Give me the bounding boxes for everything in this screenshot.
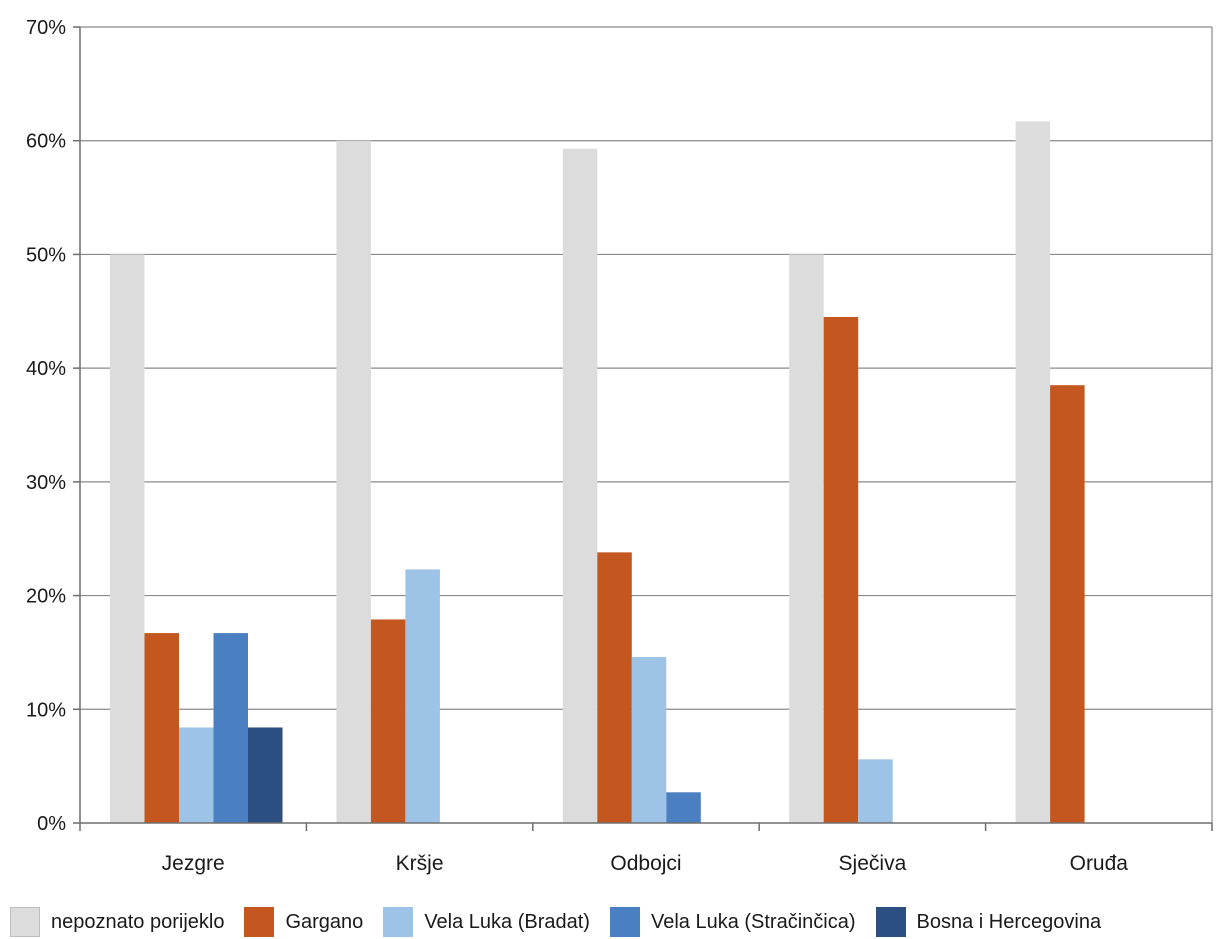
bar-jezgre-series-1 xyxy=(144,633,179,823)
bar-sječiva-series-1 xyxy=(823,316,859,823)
legend-item: Gargano xyxy=(244,907,363,937)
y-tick-label: 0% xyxy=(37,813,66,835)
y-tick-label: 40% xyxy=(26,358,66,380)
legend-label: nepoznato porijeklo xyxy=(51,910,225,933)
bar-odbojci-series-0 xyxy=(562,148,598,823)
legend-item: Bosna i Hercegovina xyxy=(875,907,1102,937)
x-category-label: Jezgre xyxy=(162,852,225,875)
bar-chart: 0% 10% 20% 30% 40% 50% 60% 70% Jezgre Kršje Odboj… xyxy=(26,17,1213,875)
legend-item: Vela Luka (Stračinčica) xyxy=(609,907,856,937)
bars xyxy=(110,121,1085,823)
bar-odbojci-series-3 xyxy=(666,792,701,823)
bar-jezgre-series-0 xyxy=(110,254,145,823)
bar-sječiva-series-0 xyxy=(789,254,824,823)
bar-odbojci-series-2 xyxy=(631,656,667,823)
legend-item: Vela Luka (Bradat) xyxy=(383,907,590,937)
bar-jezgre-series-4 xyxy=(248,727,283,823)
y-tick-label: 70% xyxy=(26,17,66,39)
x-category-label: Odbojci xyxy=(610,852,681,875)
x-category-label: Sječiva xyxy=(839,852,907,875)
x-category-label: Oruđa xyxy=(1070,852,1129,875)
y-tick-label: 10% xyxy=(26,699,66,721)
legend-label: Gargano xyxy=(285,910,364,933)
legend-swatch xyxy=(875,907,906,937)
x-axis-categories: Jezgre Kršje Odbojci Sječiva Oruđa xyxy=(162,852,1129,875)
legend-label: Vela Luka (Bradat) xyxy=(424,910,590,933)
y-tick-label: 50% xyxy=(26,244,66,266)
axes xyxy=(73,26,1213,831)
y-tick-label: 30% xyxy=(26,472,66,494)
bar-oruđa-series-1 xyxy=(1050,385,1085,823)
bar-kršje-series-2 xyxy=(405,569,440,823)
legend-swatch xyxy=(609,907,640,937)
legend-label: Bosna i Hercegovina xyxy=(916,910,1102,933)
y-tick-label: 60% xyxy=(26,131,66,153)
legend: nepoznato porijeklo Gargano Vela Luka (Bra… xyxy=(10,905,1101,939)
bar-sječiva-series-2 xyxy=(858,759,893,823)
bar-oruđa-series-0 xyxy=(1015,121,1051,823)
legend-item: nepoznato porijeklo xyxy=(10,907,224,937)
bar-jezgre-series-3 xyxy=(213,633,248,823)
y-tick-label: 20% xyxy=(26,586,66,608)
legend-swatch xyxy=(10,907,40,937)
gridlines xyxy=(80,26,1212,710)
legend-swatch xyxy=(383,907,414,937)
bar-kršje-series-0 xyxy=(336,140,371,823)
bar-odbojci-series-1 xyxy=(597,552,632,823)
legend-swatch xyxy=(244,907,275,937)
bar-kršje-series-1 xyxy=(370,619,406,823)
y-axis-ticks: 0% 10% 20% 30% 40% 50% 60% 70% xyxy=(26,17,66,835)
legend-label: Vela Luka (Stračinčica) xyxy=(650,910,856,933)
x-category-label: Kršje xyxy=(396,852,444,875)
bar-jezgre-series-2 xyxy=(179,727,214,823)
